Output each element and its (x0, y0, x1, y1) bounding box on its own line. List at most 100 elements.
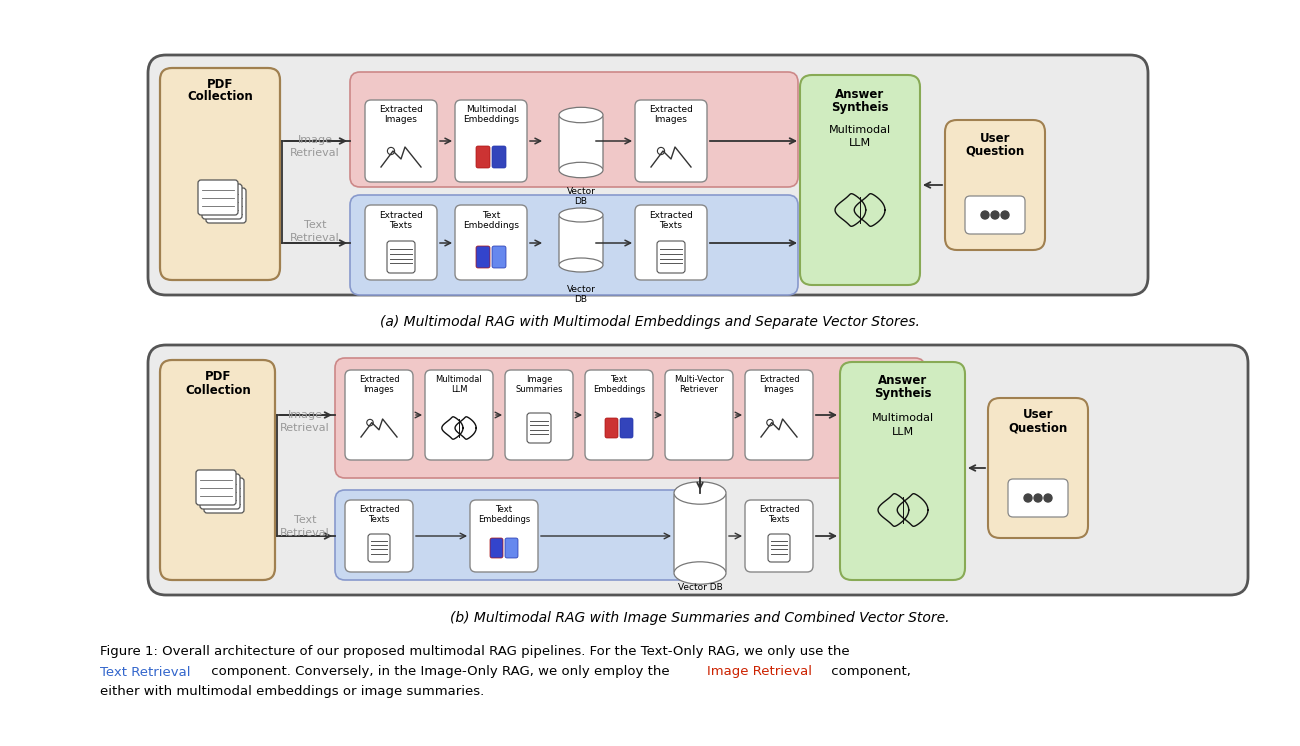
Text: Retrieval: Retrieval (280, 528, 330, 538)
FancyBboxPatch shape (585, 370, 653, 460)
Text: Text: Text (304, 220, 326, 230)
Text: Retriever: Retriever (680, 386, 719, 395)
Text: DB: DB (575, 198, 588, 207)
Ellipse shape (559, 258, 603, 272)
Circle shape (1001, 211, 1009, 219)
Text: Text Retrieval: Text Retrieval (100, 665, 191, 679)
Text: PDF: PDF (205, 369, 231, 383)
Text: Multimodal: Multimodal (465, 105, 516, 114)
FancyBboxPatch shape (504, 370, 573, 460)
Text: Embeddings: Embeddings (463, 221, 519, 230)
Text: Texts: Texts (368, 515, 390, 524)
FancyBboxPatch shape (350, 195, 798, 295)
FancyBboxPatch shape (200, 474, 240, 509)
Circle shape (1034, 494, 1043, 502)
FancyBboxPatch shape (504, 538, 517, 558)
Text: Extracted: Extracted (380, 105, 422, 114)
Text: LLM: LLM (451, 386, 467, 395)
Text: Syntheis: Syntheis (874, 387, 932, 401)
Text: Multimodal: Multimodal (829, 125, 890, 135)
Text: component. Conversely, in the Image-Only RAG, we only employ the: component. Conversely, in the Image-Only… (207, 665, 673, 679)
Text: either with multimodal embeddings or image summaries.: either with multimodal embeddings or ima… (100, 686, 484, 698)
FancyBboxPatch shape (344, 370, 413, 460)
FancyBboxPatch shape (840, 362, 965, 580)
Text: LLM: LLM (892, 427, 914, 437)
Text: Text: Text (482, 210, 500, 219)
FancyBboxPatch shape (365, 100, 437, 182)
Text: Question: Question (1009, 421, 1067, 434)
Text: Images: Images (385, 116, 417, 125)
Text: User: User (1023, 409, 1053, 421)
Text: Retrieval: Retrieval (290, 148, 339, 158)
FancyBboxPatch shape (559, 115, 603, 170)
Text: User: User (980, 131, 1010, 145)
FancyBboxPatch shape (965, 196, 1024, 234)
Text: Text: Text (495, 506, 512, 515)
FancyBboxPatch shape (476, 146, 490, 168)
Text: (a) Multimodal RAG with Multimodal Embeddings and Separate Vector Stores.: (a) Multimodal RAG with Multimodal Embed… (380, 315, 920, 329)
Text: Images: Images (364, 386, 394, 395)
Text: Extracted: Extracted (359, 375, 399, 384)
Ellipse shape (559, 107, 603, 122)
Ellipse shape (673, 482, 725, 504)
FancyBboxPatch shape (387, 241, 415, 273)
FancyBboxPatch shape (620, 418, 633, 438)
Text: Embeddings: Embeddings (593, 386, 645, 395)
Text: PDF: PDF (207, 78, 233, 90)
FancyBboxPatch shape (160, 360, 276, 580)
FancyBboxPatch shape (350, 72, 798, 187)
Text: LLM: LLM (849, 138, 871, 148)
Text: Vector: Vector (567, 187, 595, 196)
FancyBboxPatch shape (768, 534, 790, 562)
Text: Multi-Vector: Multi-Vector (673, 375, 724, 384)
Ellipse shape (673, 562, 725, 584)
FancyBboxPatch shape (160, 68, 280, 280)
Ellipse shape (559, 208, 603, 222)
Text: Embeddings: Embeddings (463, 116, 519, 125)
Circle shape (991, 211, 998, 219)
FancyBboxPatch shape (526, 413, 551, 443)
FancyBboxPatch shape (148, 345, 1248, 595)
Text: Image: Image (525, 375, 552, 384)
Text: Answer: Answer (836, 87, 884, 101)
FancyBboxPatch shape (204, 478, 244, 513)
Text: Vector DB: Vector DB (677, 583, 723, 592)
Text: Multimodal: Multimodal (436, 375, 482, 384)
FancyBboxPatch shape (198, 180, 238, 215)
Text: Texts: Texts (390, 221, 412, 230)
FancyBboxPatch shape (666, 370, 733, 460)
FancyBboxPatch shape (656, 241, 685, 273)
Text: Question: Question (966, 145, 1024, 157)
FancyBboxPatch shape (673, 493, 725, 573)
Text: Retrieval: Retrieval (290, 233, 339, 243)
FancyBboxPatch shape (491, 246, 506, 268)
FancyBboxPatch shape (559, 215, 603, 265)
Text: Multimodal: Multimodal (872, 413, 935, 423)
FancyBboxPatch shape (335, 490, 715, 580)
Text: Image Retrieval: Image Retrieval (707, 665, 812, 679)
Text: Text: Text (294, 515, 316, 525)
Circle shape (1024, 494, 1032, 502)
FancyBboxPatch shape (344, 500, 413, 572)
Text: Answer: Answer (879, 374, 928, 386)
Text: Embeddings: Embeddings (478, 515, 530, 524)
FancyBboxPatch shape (425, 370, 493, 460)
FancyBboxPatch shape (476, 246, 490, 268)
FancyBboxPatch shape (634, 100, 707, 182)
Text: Image: Image (287, 410, 322, 420)
Text: (b) Multimodal RAG with Image Summaries and Combined Vector Store.: (b) Multimodal RAG with Image Summaries … (450, 611, 950, 625)
Text: Images: Images (655, 116, 688, 125)
FancyBboxPatch shape (491, 146, 506, 168)
Text: Extracted: Extracted (649, 105, 693, 114)
Text: Text: Text (611, 375, 628, 384)
Text: DB: DB (575, 295, 588, 304)
FancyBboxPatch shape (148, 55, 1148, 295)
Text: Extracted: Extracted (759, 375, 800, 384)
FancyBboxPatch shape (202, 184, 242, 219)
Circle shape (982, 211, 989, 219)
Text: Retrieval: Retrieval (280, 423, 330, 433)
FancyBboxPatch shape (945, 120, 1045, 250)
Text: Figure 1: Overall architecture of our proposed multimodal RAG pipelines. For the: Figure 1: Overall architecture of our pr… (100, 645, 850, 659)
Text: Texts: Texts (659, 221, 682, 230)
FancyBboxPatch shape (455, 205, 526, 280)
